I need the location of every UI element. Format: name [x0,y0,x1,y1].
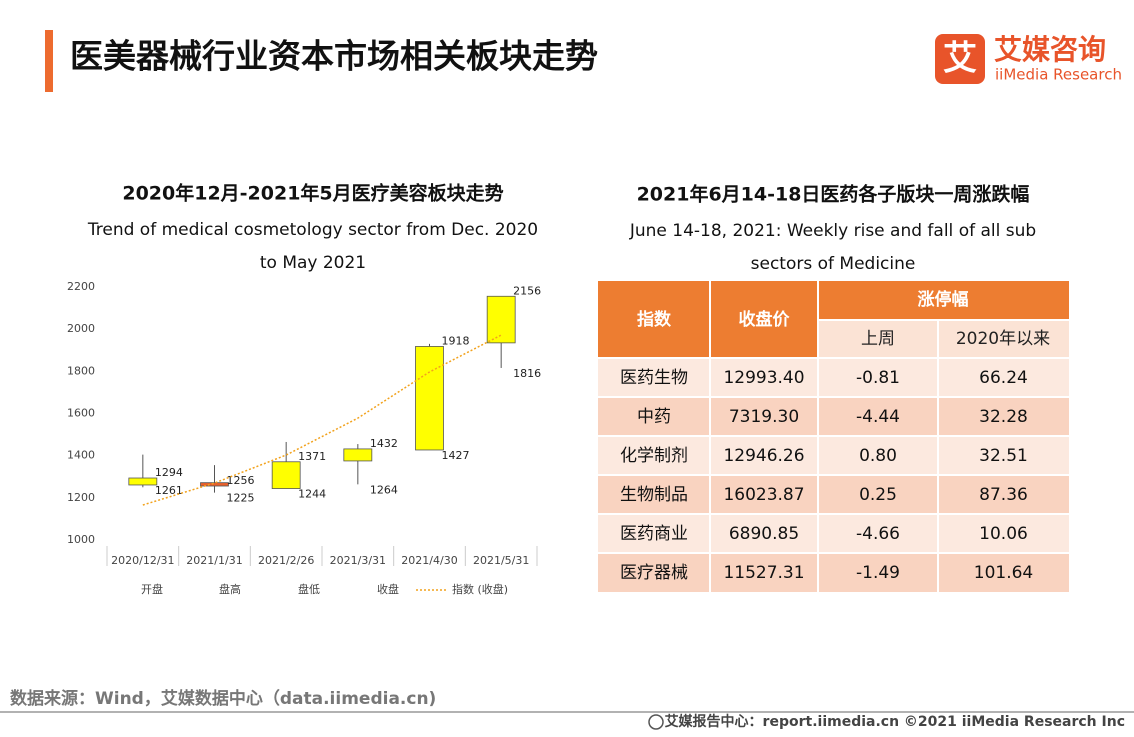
table-row [598,397,1069,436]
credit: 艾媒报告中心：report.iimedia.cn ©2021 iiMedia R… [665,713,1125,730]
data-label: 1816 [513,367,541,380]
data-label: 1261 [155,484,183,497]
table-row [598,553,1069,592]
legend-label: 指数 (收盘) [452,582,508,596]
subheader-cell [819,321,1069,358]
data-label: 1256 [227,474,255,487]
x-tick-label: 2021/5/31 [473,554,529,567]
y-tick-label: 2200 [67,280,95,293]
table-cell: 6890.85 [729,524,799,544]
candle-body [271,461,301,489]
table-cell: -4.44 [856,407,900,427]
x-tick-label: 2021/2/26 [258,554,314,567]
data-label: 1294 [155,466,183,479]
data-label: 1918 [442,334,470,347]
table-cell: 10.06 [979,524,1028,544]
table-cell: 中药 [637,407,671,427]
y-tick-label: 1000 [67,533,95,546]
table-cell: 32.28 [979,407,1028,427]
table-cell: 16023.87 [723,485,804,505]
table-cell: 101.64 [974,563,1033,583]
candle-body [343,448,373,462]
title-bar [45,30,53,92]
column-header: 指数 [637,309,672,330]
table-cell: 化学制剂 [620,446,688,466]
y-tick-label: 1200 [67,491,95,504]
table-cell: -1.49 [856,563,900,583]
column-header: 涨停幅 [918,289,969,310]
logo-mark: 艾 [943,39,977,79]
data-label: 1244 [298,488,326,501]
table-cell: 生物制品 [620,485,688,505]
table-cell: 医疗器械 [620,563,688,583]
data-label: 1427 [442,449,470,462]
x-tick-label: 2021/4/30 [401,554,457,567]
table-title: 2021年6月14-18日医药各子版块一周涨跌幅 [637,183,1030,206]
data-label: 1371 [298,450,326,463]
legend-label: 盘高 [219,582,241,596]
chart-title: 2020年12月-2021年5月医疗美容板块走势 [122,182,503,205]
column-subheader: 上周 [861,329,895,349]
table-cell: 0.80 [859,446,897,466]
candle-body [415,346,444,451]
column-subheader: 2020年以来 [956,329,1050,349]
candle-body [200,482,229,487]
logo-en: iiMedia Research [995,66,1122,84]
table-cell: 12993.40 [723,368,804,388]
table-cell: 医药生物 [620,368,688,388]
legend-label: 开盘 [141,582,163,596]
data-label: 2156 [513,284,541,297]
y-tick-label: 1600 [67,407,95,420]
y-tick-label: 1400 [67,449,95,462]
y-tick-label: 1800 [67,364,95,377]
table-cell: 87.36 [979,485,1028,505]
data-label: 1264 [370,483,398,496]
table-cell: 32.51 [979,446,1028,466]
logo-mark-box [935,34,985,84]
table-cell: 7319.30 [729,407,799,427]
x-tick-label: 2021/1/31 [186,554,242,567]
table-cell: 66.24 [979,368,1028,388]
table-row [598,475,1069,514]
table-subtitle: June 14-18, 2021: Weekly rise and fall o… [629,221,1036,241]
x-tick-label: 2021/3/31 [330,554,386,567]
candle-chart: 1000 1200 1400 1600 1800 2000 2200 2020/12/31 12… [67,280,541,596]
trend-line [142,334,502,506]
y-tick-label: 2000 [67,322,95,335]
source: 数据来源：Wind，艾媒数据中心（data.iimedia.cn) [10,688,436,709]
table-cell: -0.81 [856,368,900,388]
table-cell: 医药商业 [620,524,688,544]
table-cell: 12946.26 [723,446,804,466]
data-label: 1432 [370,437,398,450]
table-row [598,514,1069,553]
chart-subtitle: Trend of medical cosmetology sector from… [87,220,538,240]
x-tick-label: 2020/12/31 [111,554,174,567]
table-row [598,436,1069,475]
candle-body [128,477,158,486]
legend-label: 收盘 [377,582,399,596]
page-title: 医美器械行业资本市场相关板块走势 [70,37,598,76]
globe-icon [648,714,664,730]
chart-subtitle: to May 2021 [260,253,366,273]
logo-cn: 艾媒咨询 [994,33,1106,66]
table-cell: 11527.31 [723,563,804,583]
legend-label: 盘低 [298,582,320,596]
table-cell: 0.25 [859,485,897,505]
table-row [598,358,1069,397]
candle-body [486,295,516,344]
column-header: 收盘价 [739,309,791,330]
data-label: 1225 [227,492,255,505]
table-cell: -4.66 [856,524,900,544]
table-subtitle: sectors of Medicine [751,254,916,274]
